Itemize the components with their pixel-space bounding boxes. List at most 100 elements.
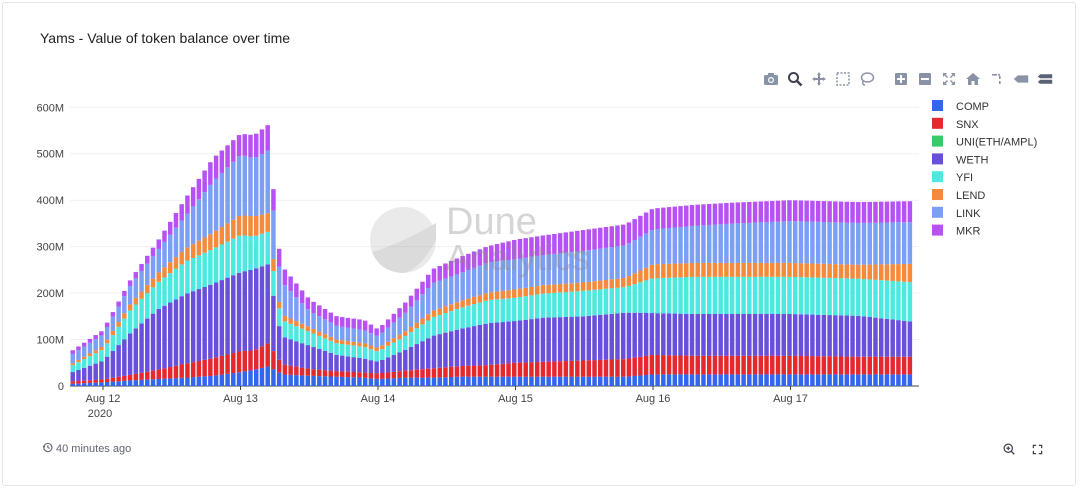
bar-segment-mkr <box>861 201 867 223</box>
bar-segment-weth <box>259 266 265 347</box>
legend-label[interactable]: LINK <box>956 208 981 220</box>
legend-label[interactable]: MKR <box>956 226 981 238</box>
bar-segment-yfi <box>569 291 574 317</box>
autoscale-icon[interactable] <box>938 70 960 88</box>
bar-segment-weth <box>821 314 827 357</box>
bar-segment-link <box>334 325 339 340</box>
zoom-in-icon[interactable] <box>890 70 912 88</box>
bar-segment-lend <box>867 264 872 280</box>
bar-segment-mkr <box>374 328 379 336</box>
bar-segment-yfi <box>299 328 305 344</box>
bar-segment-link <box>133 278 139 298</box>
camera-icon[interactable] <box>760 70 782 88</box>
legend-label[interactable]: LEND <box>956 190 985 202</box>
bar-segment-yfi <box>752 276 758 314</box>
bar-segment-link <box>265 150 270 214</box>
bar-segment-yfi <box>276 308 282 327</box>
legend-swatch[interactable] <box>932 117 943 129</box>
bar-segment-yfi <box>838 278 844 316</box>
bar-segment-lend <box>706 262 712 277</box>
bar-segment-lend <box>208 234 213 251</box>
legend-swatch[interactable] <box>932 153 943 165</box>
hover-closest-icon[interactable] <box>1010 70 1032 88</box>
bar-segment-mkr <box>334 316 339 326</box>
bar-segment-mkr <box>643 212 649 234</box>
bar-segment-yfi <box>385 345 391 358</box>
bar-segment-lend <box>162 267 167 278</box>
bar-segment-lend <box>678 263 683 278</box>
spike-lines-icon[interactable] <box>986 70 1008 88</box>
bar-segment-snx <box>190 362 196 378</box>
bar-segment-comp <box>620 376 626 386</box>
bar-segment-link <box>253 157 259 216</box>
y-tick-label: 600M <box>36 102 64 114</box>
legend-label[interactable]: SNX <box>956 119 979 131</box>
legend-swatch[interactable] <box>932 100 943 111</box>
bar-segment-link <box>712 224 718 263</box>
legend-swatch[interactable] <box>932 135 943 147</box>
lasso-icon[interactable] <box>856 70 878 88</box>
bar-segment-comp <box>592 376 597 386</box>
fullscreen-icon[interactable] <box>1030 442 1044 456</box>
bar-segment-weth <box>133 328 139 374</box>
bar-segment-comp <box>821 374 827 386</box>
bar-segment-snx <box>437 367 442 378</box>
legend-label[interactable]: YFI <box>956 172 973 184</box>
add-to-dashboard-icon[interactable] <box>1002 442 1016 456</box>
bar-segment-yfi <box>729 276 735 314</box>
box-select-icon[interactable] <box>832 70 854 88</box>
bar-segment-mkr <box>104 322 110 328</box>
bar-segment-yfi <box>196 255 202 290</box>
legend-label[interactable]: COMP <box>956 101 989 113</box>
bar-segment-mkr <box>827 201 832 223</box>
bar-segment-mkr <box>580 230 586 251</box>
hover-compare-icon[interactable] <box>1034 70 1056 88</box>
bar-segment-mkr <box>878 201 884 223</box>
bar-segment-snx <box>867 356 872 375</box>
bar-segment-lend <box>878 264 884 281</box>
bar-segment-yfi <box>156 281 161 309</box>
bar-segment-mkr <box>299 290 305 304</box>
zoom-out-icon[interactable] <box>914 70 936 88</box>
bar-segment-comp <box>815 374 821 386</box>
bar-segment-link <box>706 224 712 263</box>
bar-segment-link <box>225 167 230 224</box>
bar-segment-mkr <box>259 129 265 154</box>
bar-segment-snx <box>93 379 98 383</box>
legend-label[interactable]: UNI(ETH/AMPL) <box>956 137 1037 149</box>
bar-segment-link <box>884 222 890 265</box>
bar-segment-lend <box>632 273 637 285</box>
bar-segment-comp <box>724 374 729 386</box>
footer-actions <box>1002 442 1044 456</box>
legend-swatch[interactable] <box>932 206 943 218</box>
bar-segment-mkr <box>804 200 809 222</box>
bar-segment-lend <box>70 363 75 366</box>
reset-axes-icon[interactable] <box>962 70 984 88</box>
bar-segment-mkr <box>626 222 632 244</box>
legend-label[interactable]: WETH <box>956 154 988 166</box>
bar-segment-mkr <box>150 247 156 257</box>
bar-segment-comp <box>907 374 913 386</box>
bar-segment-lend <box>512 289 517 298</box>
bar-segment-yfi <box>311 333 316 348</box>
bar-segment-lend <box>357 342 362 347</box>
bar-segment-weth <box>397 352 402 372</box>
bar-segment-snx <box>208 358 213 376</box>
bar-segment-mkr <box>787 200 792 222</box>
bar-segment-weth <box>569 316 574 361</box>
pan-icon[interactable] <box>808 70 830 88</box>
bar-segment-snx <box>202 359 207 377</box>
zoom-icon[interactable] <box>784 70 806 88</box>
bar-segment-comp <box>758 374 764 386</box>
legend-swatch[interactable] <box>932 189 943 200</box>
bar-segment-mkr <box>512 239 517 260</box>
bar-segment-comp <box>448 377 454 386</box>
bar-segment-link <box>598 248 603 281</box>
bar-segment-snx <box>362 372 368 378</box>
bar-segment-snx <box>884 356 890 375</box>
bar-segment-comp <box>253 369 259 386</box>
bar-segment-comp <box>512 376 517 386</box>
legend-swatch[interactable] <box>932 171 943 183</box>
bar-segment-mkr <box>242 134 247 156</box>
legend-swatch[interactable] <box>932 224 943 236</box>
